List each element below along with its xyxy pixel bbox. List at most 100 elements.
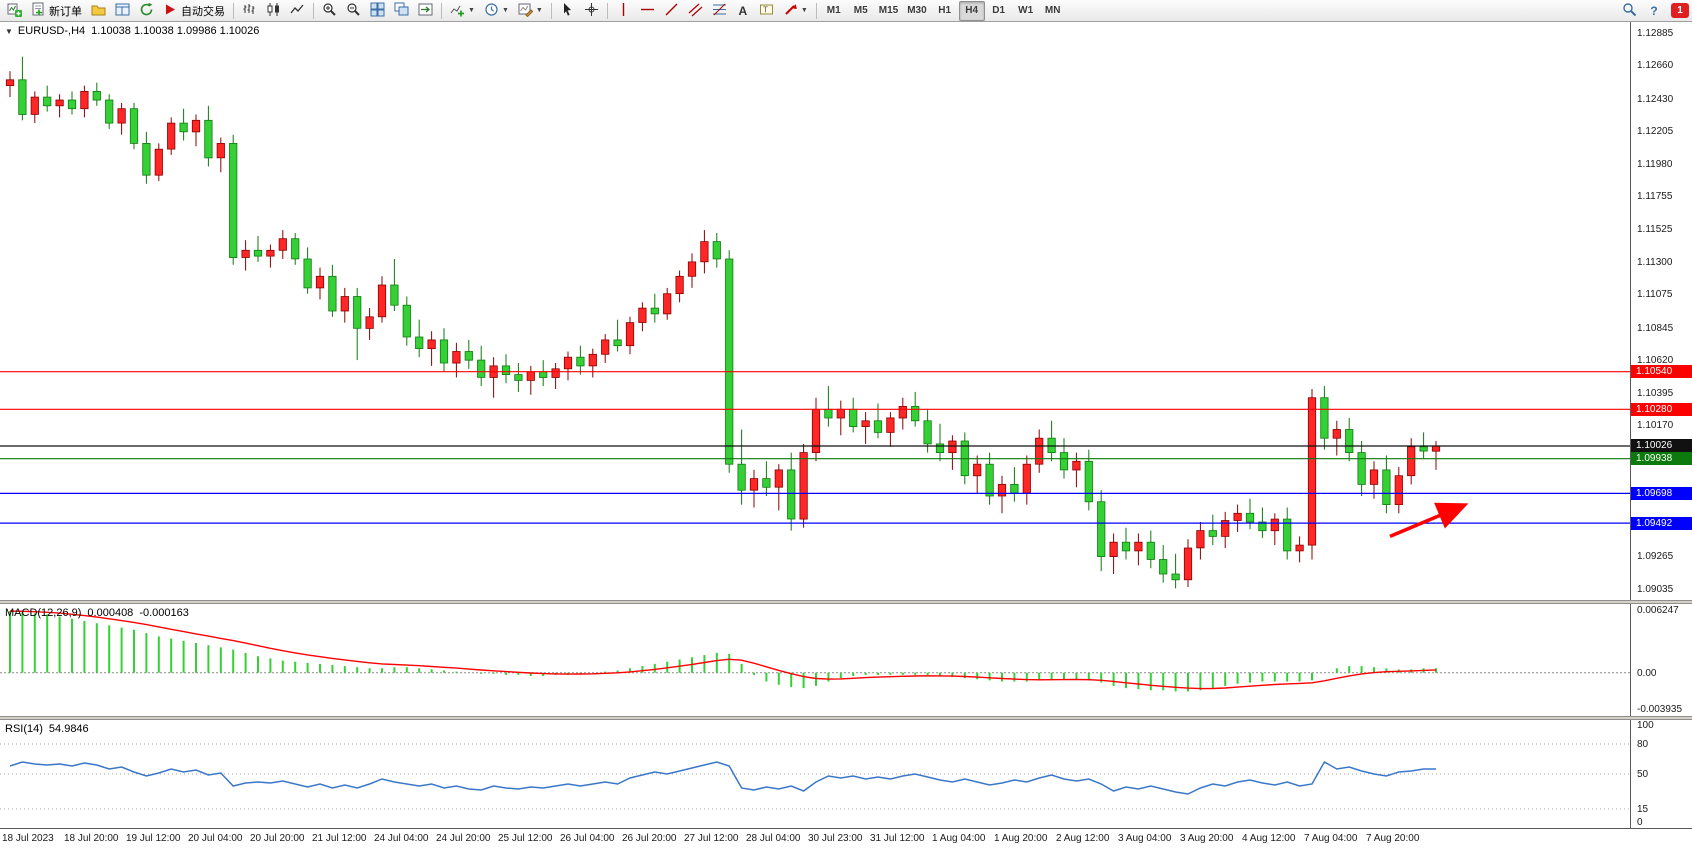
timeframe-button-MN[interactable]: MN [1040, 1, 1066, 21]
time-axis-label: 3 Aug 20:00 [1180, 833, 1234, 844]
timeframe-button-M30[interactable]: M30 [903, 1, 930, 21]
search-icon [1622, 2, 1637, 20]
symbol-dropdown-icon[interactable]: ▼ [5, 26, 13, 36]
auto-trading-button[interactable]: 自动交易 [159, 1, 229, 21]
horizontal-line-icon [640, 2, 655, 20]
rsi-chart[interactable] [0, 720, 1630, 828]
toolbar: 新订单 自动交易 ▼ ▼ ▼ A T ▼ M1 M5 M15 M30 H1 H4 D1 W1 M… [0, 0, 1692, 22]
macd-header: MACD(12,26,9) 0.000408 -0.000163 [5, 607, 189, 619]
trendline-button[interactable] [660, 1, 683, 21]
macd-main-value: 0.000408 [87, 607, 134, 619]
panel-splitter[interactable] [0, 716, 1692, 720]
text-button[interactable]: A [732, 1, 754, 21]
new-order-label: 新订单 [49, 5, 82, 18]
help-button[interactable]: ? [1643, 1, 1665, 21]
vertical-line-icon [616, 2, 631, 20]
macd-label: MACD(12,26,9) [5, 607, 82, 619]
line-chart-button[interactable] [286, 1, 309, 21]
cursor-icon [560, 2, 575, 20]
timeframe-button-M1[interactable]: M1 [821, 1, 847, 21]
candlestick-chart[interactable] [0, 22, 1630, 600]
macd-axis-label: 0.006247 [1637, 605, 1679, 616]
price-level-tag: 1.09698 [1631, 487, 1692, 500]
price-level-tag: 1.10026 [1631, 439, 1692, 452]
macd-chart[interactable] [0, 604, 1630, 716]
horizontal-line-button[interactable] [636, 1, 659, 21]
time-axis-label: 28 Jul 04:00 [746, 833, 801, 844]
templates-icon [518, 2, 534, 20]
text-label-button[interactable]: T [755, 1, 778, 21]
time-axis[interactable]: 18 Jul 2023 18 Jul 20:00 19 Jul 12:00 20 Ju… [0, 828, 1692, 850]
bar-chart-button[interactable] [238, 1, 261, 21]
toolbar-separator [233, 2, 234, 19]
timeframe-button-W1[interactable]: W1 [1013, 1, 1039, 21]
toolbar-separator [815, 2, 817, 19]
fibonacci-icon [712, 2, 727, 20]
text-label-icon: T [759, 2, 774, 20]
templates-button[interactable]: ▼ [514, 1, 547, 21]
timeframe-button-M5[interactable]: M5 [848, 1, 874, 21]
zoom-out-button[interactable] [342, 1, 365, 21]
fibonacci-button[interactable] [708, 1, 731, 21]
dropdown-caret-icon: ▼ [501, 7, 509, 14]
folder-icon [91, 2, 106, 20]
vertical-line-button[interactable] [612, 1, 635, 21]
crosshair-button[interactable] [580, 1, 603, 21]
panel-splitter[interactable] [0, 600, 1692, 604]
timeframe-button-M15[interactable]: M15 [875, 1, 902, 21]
tile-windows-icon [370, 2, 385, 20]
cursor-button[interactable] [556, 1, 579, 21]
chart-area: ▼ EURUSD-,H4 1.10038 1.10038 1.09986 1.1… [0, 22, 1692, 850]
tile-windows-button[interactable] [366, 1, 389, 21]
new-chart-button[interactable] [3, 1, 26, 21]
time-axis-label: 1 Aug 04:00 [932, 833, 986, 844]
indicators-button[interactable]: ▼ [446, 1, 479, 21]
timeframe-button-H1[interactable]: H1 [932, 1, 958, 21]
macd-axis[interactable]: 0.006247 0.00 -0.003935 [1630, 604, 1692, 716]
dropdown-caret-icon: ▼ [800, 7, 808, 14]
clock-icon [484, 2, 499, 20]
arrows-tool-button[interactable]: ▼ [779, 1, 812, 21]
macd-axis-label: -0.003935 [1637, 704, 1683, 715]
time-axis-label: 7 Aug 20:00 [1366, 833, 1420, 844]
price-level-tag: 1.10280 [1631, 403, 1692, 416]
time-axis-label: 26 Jul 20:00 [622, 833, 677, 844]
text-icon: A [738, 3, 748, 18]
auto-arrange-button[interactable] [390, 1, 413, 21]
zoom-in-button[interactable] [318, 1, 341, 21]
new-order-button[interactable]: 新订单 [27, 1, 86, 21]
search-button[interactable] [1618, 1, 1641, 21]
price-axis-label: 1.11300 [1637, 257, 1673, 268]
rsi-axis-label: 50 [1637, 769, 1649, 780]
timeframe-group: M1 M5 M15 M30 H1 H4 D1 W1 MN [821, 0, 1066, 21]
toolbar-right-group: ? 1 [1618, 1, 1689, 21]
price-chart-panel: ▼ EURUSD-,H4 1.10038 1.10038 1.09986 1.1… [0, 22, 1692, 600]
macd-axis-label: 0.00 [1637, 668, 1657, 679]
price-axis-label: 1.12660 [1637, 60, 1674, 71]
rsi-axis[interactable]: 100 80 50 15 0 [1630, 720, 1692, 828]
chart-header: ▼ EURUSD-,H4 1.10038 1.10038 1.09986 1.1… [5, 25, 259, 37]
time-axis-label: 21 Jul 12:00 [312, 833, 367, 844]
cascade-windows-icon [394, 2, 409, 20]
timeframe-button-H4[interactable]: H4 [958, 0, 985, 21]
toolbar-separator [606, 2, 608, 19]
candlestick-chart-button[interactable] [262, 1, 285, 21]
time-axis-label: 19 Jul 12:00 [126, 833, 181, 844]
channel-icon [688, 2, 703, 20]
dropdown-caret-icon: ▼ [535, 7, 543, 14]
charts-profile-button[interactable] [87, 1, 110, 21]
time-axis-label: 27 Jul 12:00 [684, 833, 739, 844]
navigator-button[interactable] [135, 1, 158, 21]
data-window-button[interactable] [111, 1, 134, 21]
price-axis-label: 1.11075 [1637, 289, 1673, 300]
periods-button[interactable]: ▼ [480, 1, 513, 21]
timeframe-button-D1[interactable]: D1 [986, 1, 1012, 21]
help-icon: ? [1650, 3, 1658, 18]
candlestick-icon [266, 2, 281, 20]
chart-shift-button[interactable] [414, 1, 437, 21]
equidistant-channel-button[interactable] [684, 1, 707, 21]
price-axis[interactable]: 1.12885 1.12660 1.12430 1.12205 1.11980 1.117… [1630, 22, 1692, 600]
rsi-value: 54.9846 [48, 723, 89, 735]
time-axis-label: 31 Jul 12:00 [870, 833, 925, 844]
notification-badge[interactable]: 1 [1671, 3, 1689, 18]
